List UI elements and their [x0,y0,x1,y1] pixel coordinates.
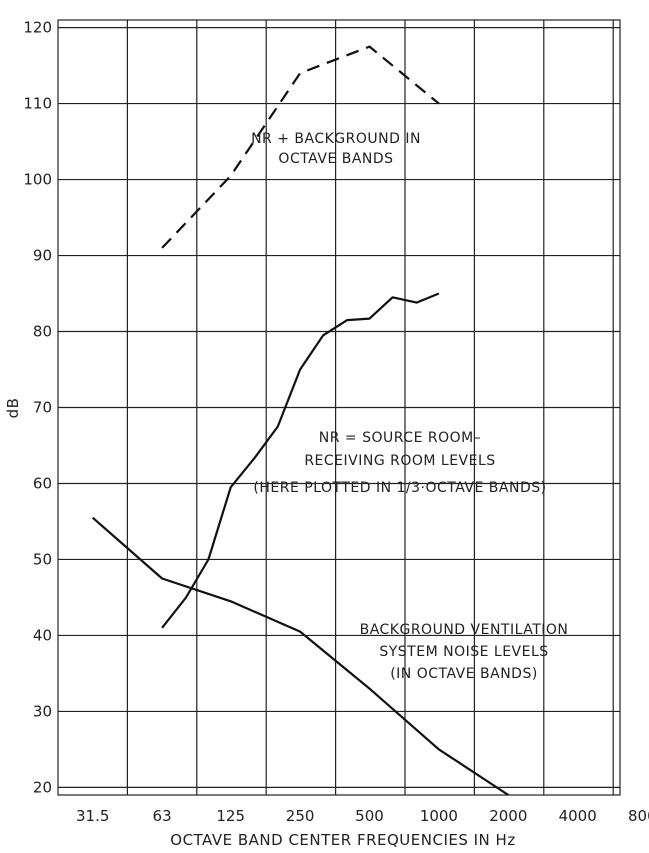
series-line-3 [91,516,509,796]
y-tick-label: 70 [33,399,52,417]
annotation-line: NR + BACKGROUND IN [251,131,421,147]
y-tick-label: 50 [33,550,52,568]
annotation-background-ventilation: BACKGROUND VENTILATION SYSTEM NOISE LEVE… [360,622,569,682]
y-tick-label: 30 [33,702,52,720]
x-tick-labels: 31.5 63 125 250 500 1000 2000 4000 8000 [76,807,649,825]
series-lines [91,45,509,796]
y-tick-label: 40 [33,626,52,644]
x-tick-label: 250 [286,807,315,825]
annotation-line: (HERE PLOTTED IN 1/3·OCTAVE BANDS) [253,480,546,496]
y-tick-label: 90 [33,247,52,265]
x-tick-label: 63 [153,807,172,825]
series-line-1 [161,45,440,249]
annotation-line: SYSTEM NOISE LEVELS [379,644,548,660]
annotation-line: RECEIVING ROOM LEVELS [304,453,495,469]
annotation-nr-definition: NR = SOURCE ROOM– RECEIVING ROOM LEVELS … [253,430,546,496]
y-tick-label: 100 [23,171,52,189]
annotation-nr-background: NR + BACKGROUND IN OCTAVE BANDS [251,131,421,167]
y-tick-label: 110 [23,95,52,113]
annotation-line: NR = SOURCE ROOM– [319,430,481,446]
y-tick-label: 120 [23,19,52,37]
x-tick-label: 8000 [628,807,649,825]
x-tick-label: 2000 [489,807,527,825]
annotation-line: OCTAVE BANDS [278,151,393,167]
x-tick-label: 1000 [420,807,458,825]
y-tick-label: 20 [33,778,52,796]
grid [57,19,621,796]
y-axis-label: dB [4,398,22,419]
y-tick-label: 80 [33,323,52,341]
y-tick-labels: 120 110 100 90 80 70 60 50 40 30 20 [23,19,52,797]
x-tick-label: 500 [355,807,384,825]
x-axis-label: OCTAVE BAND CENTER FREQUENCIES IN Hz [170,831,515,849]
x-tick-label: 125 [216,807,245,825]
x-tick-label: 4000 [559,807,597,825]
annotation-line: (IN OCTAVE BANDS) [390,666,538,682]
series-line-2 [161,292,440,629]
annotation-line: BACKGROUND VENTILATION [360,622,569,638]
x-tick-label: 31.5 [76,807,109,825]
y-tick-label: 60 [33,474,52,492]
